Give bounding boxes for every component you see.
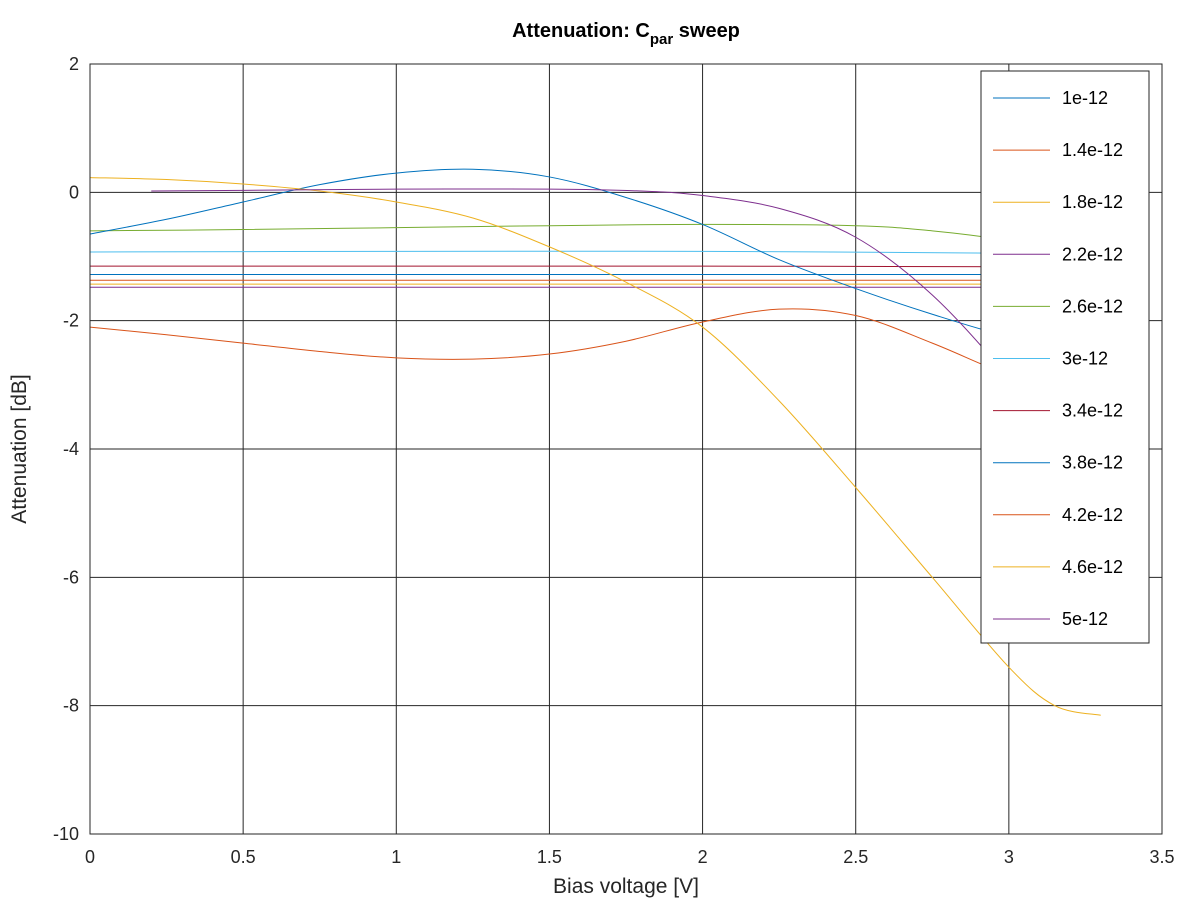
legend-label: 1.8e-12 bbox=[1062, 192, 1123, 212]
legend-label: 2.2e-12 bbox=[1062, 244, 1123, 264]
chart-title: Attenuation: Cpar sweep bbox=[512, 20, 740, 48]
x-tick-label: 2 bbox=[698, 847, 708, 867]
chart-title-tail: sweep bbox=[673, 20, 740, 42]
legend-label: 2.6e-12 bbox=[1062, 296, 1123, 316]
legend-label: 1.4e-12 bbox=[1062, 140, 1123, 160]
x-axis-label: Bias voltage [V] bbox=[553, 875, 699, 898]
chart-title-subscript: par bbox=[650, 31, 674, 48]
x-tick-label: 0.5 bbox=[231, 847, 256, 867]
y-tick-label: -6 bbox=[63, 567, 79, 587]
x-tick-labels: 0 0.5 1 1.5 2 2.5 3 3.5 bbox=[85, 847, 1175, 867]
y-tick-label: 2 bbox=[69, 54, 79, 74]
x-tick-label: 2.5 bbox=[843, 847, 868, 867]
series-line-1e-12 bbox=[89, 168, 1101, 357]
legend-label: 4.2e-12 bbox=[1062, 505, 1123, 525]
series-line-1.8e-12 bbox=[89, 177, 1101, 716]
x-tick-label: 0 bbox=[85, 847, 95, 867]
y-tick-label: -4 bbox=[63, 439, 79, 459]
x-tick-label: 3 bbox=[1004, 847, 1014, 867]
y-tick-label: -2 bbox=[63, 311, 79, 331]
legend-label: 3.8e-12 bbox=[1062, 453, 1123, 473]
legend: 1e-12 1.4e-12 1.8e-12 2.2e-12 2.6e-12 3e-12 3.… bbox=[980, 70, 1150, 644]
legend-label: 5e-12 bbox=[1062, 609, 1108, 629]
x-tick-label: 1 bbox=[391, 847, 401, 867]
y-axis-label: Attenuation [dB] bbox=[8, 374, 31, 523]
chart-title-main: Attenuation: C bbox=[512, 20, 650, 42]
series-line-1.4e-12 bbox=[89, 308, 1101, 407]
x-tick-label: 3.5 bbox=[1149, 847, 1174, 867]
y-tick-label: 0 bbox=[69, 182, 79, 202]
x-tick-label: 1.5 bbox=[537, 847, 562, 867]
legend-label: 4.6e-12 bbox=[1062, 557, 1123, 577]
y-tick-label: -10 bbox=[53, 824, 79, 844]
plot-frame bbox=[89, 63, 1163, 835]
legend-box bbox=[980, 70, 1150, 644]
y-tick-labels: 2 0 -2 -4 -6 -8 -10 bbox=[53, 54, 79, 844]
legend-label: 3e-12 bbox=[1062, 349, 1108, 369]
y-tick-label: -8 bbox=[63, 696, 79, 716]
legend-label: 1e-12 bbox=[1062, 88, 1108, 108]
legend-label: 3.4e-12 bbox=[1062, 401, 1123, 421]
